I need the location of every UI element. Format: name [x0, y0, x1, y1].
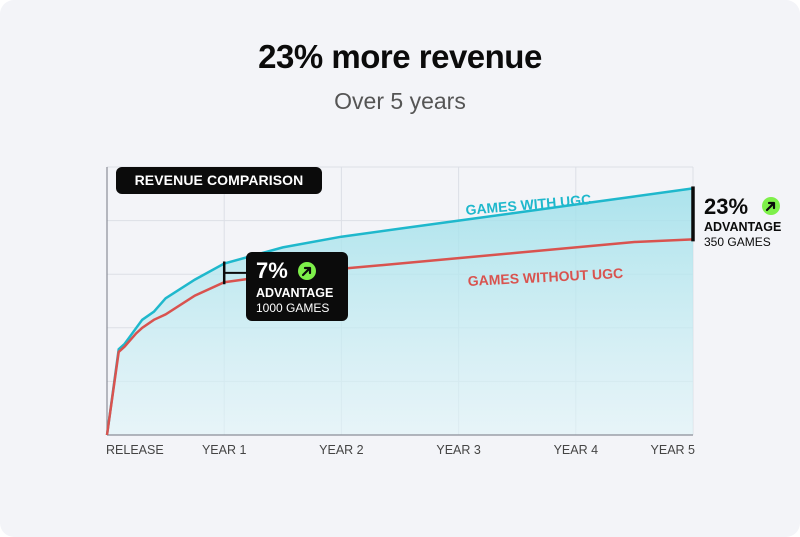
x-tick-label: YEAR 2 [319, 443, 364, 457]
arrow-up-right-icon [762, 197, 780, 215]
page-subtitle: Over 5 years [334, 88, 466, 114]
x-tick-label: RELEASE [106, 443, 164, 457]
area-fill [107, 188, 693, 435]
advantage-label: ADVANTAGE [704, 220, 782, 234]
page-title: 23% more revenue [258, 38, 542, 75]
x-tick-label: YEAR 1 [202, 443, 247, 457]
advantage-markers [222, 186, 695, 285]
advantage-detail: 1000 GAMES [256, 301, 330, 315]
x-tick-label: YEAR 5 [651, 443, 696, 457]
advantage-label: ADVANTAGE [256, 286, 334, 300]
x-tick-label: YEAR 3 [436, 443, 481, 457]
advantage-detail: 350 GAMES [704, 235, 771, 249]
x-tick-labels: RELEASE YEAR 1 YEAR 2 YEAR 3 YEAR 4 YEAR 5 [106, 443, 695, 457]
advantage-percent: 7% [256, 258, 288, 283]
advantage-badge-year1: 7% ADVANTAGE 1000 GAMES [246, 252, 348, 321]
arrow-up-right-icon [298, 262, 316, 280]
advantage-percent: 23% [704, 194, 749, 219]
chart-title-badge: REVENUE COMPARISON [116, 167, 322, 194]
chart-axes [106, 167, 693, 436]
x-tick-label: YEAR 4 [554, 443, 599, 457]
